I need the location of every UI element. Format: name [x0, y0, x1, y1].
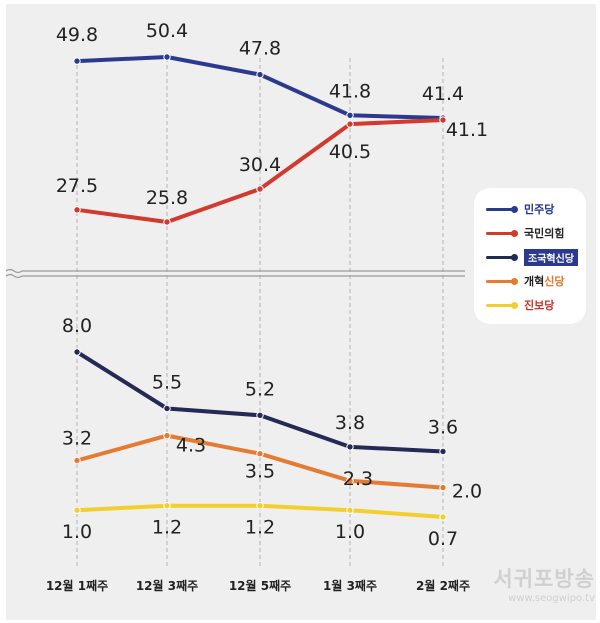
data-point	[73, 456, 81, 465]
data-point	[73, 506, 81, 514]
data-point	[256, 70, 264, 79]
data-point	[439, 447, 447, 456]
data-point	[346, 120, 354, 128]
data-point	[256, 502, 264, 510]
data-point	[256, 185, 264, 193]
data-label: 5.5	[152, 372, 182, 394]
data-label: 3.6	[428, 417, 458, 439]
data-label: 1.2	[245, 517, 275, 539]
data-label: 0.7	[428, 528, 458, 550]
data-label: 3.2	[62, 428, 92, 450]
legend-item-reform: 개혁신당	[486, 272, 565, 290]
data-label: 30.4	[239, 154, 281, 176]
data-point	[163, 218, 171, 226]
data-label: 4.3	[176, 435, 206, 457]
data-point	[163, 431, 171, 440]
data-label: 41.4	[422, 83, 464, 105]
data-label: 5.2	[245, 378, 275, 400]
x-tick-label: 12월 3째주	[136, 578, 198, 593]
data-label: 1.2	[152, 517, 182, 539]
legend-swatch	[486, 277, 518, 285]
series-lines	[73, 53, 447, 521]
data-label: 47.8	[239, 38, 281, 60]
legend-label: 국민의힘	[524, 227, 565, 240]
legend-item-democratic: 민주당	[486, 200, 554, 218]
data-labels: 49.8 50.4 47.8 41.8 41.4 27.5 25.8 30.4 40.5 41.1…	[56, 20, 488, 550]
legend: 민주당 국민의힘 조국혁신당 개혁신당 진보당	[474, 188, 586, 324]
data-label: 41.1	[446, 119, 488, 141]
data-point	[256, 411, 264, 419]
watermark-name: 서귀포방송	[493, 567, 595, 591]
data-point	[73, 348, 81, 356]
data-label: 49.8	[56, 24, 98, 46]
legend-label-accent: 신당	[544, 275, 565, 288]
legend-label-main: 개혁	[524, 275, 545, 288]
data-label: 3.8	[335, 412, 365, 434]
data-point	[439, 513, 447, 521]
legend-swatch	[486, 301, 518, 309]
legend-item-progressive: 진보당	[486, 296, 554, 314]
watermark: 서귀포방송 www.seogwipo.tv	[445, 563, 595, 604]
legend-label: 진보당	[524, 299, 555, 312]
data-point	[439, 483, 447, 492]
data-point	[73, 206, 81, 214]
data-point	[163, 404, 171, 413]
grid-lines	[76, 58, 444, 566]
legend-swatch	[486, 205, 518, 213]
legend-label: 개혁신당	[524, 273, 565, 289]
data-label: 8.0	[62, 315, 92, 337]
data-label: 27.5	[56, 175, 98, 197]
data-label: 1.0	[62, 521, 92, 543]
data-label: 2.0	[452, 481, 482, 503]
legend-swatch	[486, 253, 518, 261]
data-point	[163, 502, 171, 510]
data-point	[346, 506, 354, 514]
x-axis-ticks: 12월 1째주 12월 3째주 12월 5째주 1월 3째주 2월 2째주	[46, 578, 470, 593]
legend-item-ppp: 국민의힘	[486, 224, 564, 242]
data-point	[346, 111, 354, 120]
data-label: 40.5	[329, 141, 371, 163]
x-tick-label: 2월 2째주	[416, 578, 470, 593]
data-point	[163, 53, 171, 61]
legend-label: 민주당	[524, 203, 555, 216]
data-label: 25.8	[146, 187, 188, 209]
data-label: 50.4	[146, 20, 188, 42]
x-tick-label: 12월 1째주	[46, 578, 108, 593]
data-label: 2.3	[343, 468, 373, 490]
data-point	[346, 443, 354, 451]
x-tick-label: 12월 5째주	[229, 578, 291, 593]
legend-swatch	[486, 229, 518, 237]
data-label: 1.0	[335, 521, 365, 543]
data-label: 3.5	[245, 461, 275, 483]
data-point	[256, 450, 264, 458]
legend-label: 조국혁신당	[524, 248, 578, 266]
legend-item-rebuilding: 조국혁신당	[486, 248, 578, 266]
axis-break	[5, 268, 465, 279]
data-point	[439, 116, 447, 124]
x-tick-label: 1월 3째주	[323, 578, 377, 593]
watermark-url: www.seogwipo.tv	[508, 593, 595, 604]
data-point	[346, 477, 354, 485]
data-point	[73, 57, 81, 65]
data-label: 41.8	[329, 80, 371, 102]
